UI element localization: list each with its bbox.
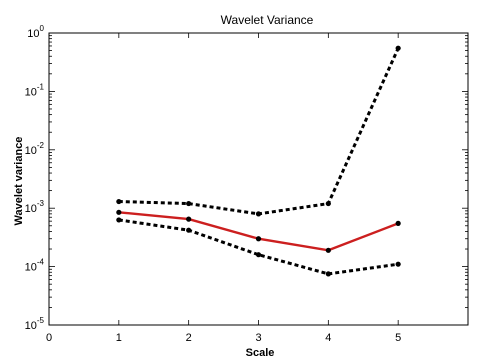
y-tick-base: 10 (25, 203, 37, 215)
lower-bound-point (186, 227, 192, 233)
upper-bound-point (325, 200, 331, 207)
lower-bound-point (255, 252, 262, 258)
lower-bound-point (325, 271, 331, 277)
x-tick-label: 0 (46, 332, 52, 344)
x-tick-label: 1 (116, 332, 122, 344)
estimate-point (395, 220, 401, 226)
x-tick-label: 5 (395, 332, 401, 344)
upper-bound-point (395, 45, 401, 51)
upper-bound-point (186, 200, 192, 207)
axis-ticks (48, 33, 468, 326)
y-tick-base: 10 (25, 145, 37, 157)
estimate-point (186, 216, 192, 222)
upper-bound-point (116, 198, 122, 205)
x-tick-label: 3 (255, 332, 261, 344)
x-axis-label: Scale (246, 347, 275, 359)
lower-bound-line (118, 218, 399, 276)
x-tick-label: 4 (325, 332, 331, 344)
estimate-point (116, 209, 122, 215)
y-tick-exponent: -5 (37, 316, 45, 325)
series-group (116, 45, 401, 277)
y-tick-exponent: 0 (40, 24, 45, 33)
y-tick-base: 10 (25, 262, 37, 274)
x-tick-labels: 0 1 2 3 4 5 (46, 332, 401, 344)
y-tick-exponent: -2 (37, 141, 45, 150)
plot-frame (48, 32, 469, 326)
y-tick-label: 10-2 (25, 141, 45, 157)
y-tick-label: 100 (27, 24, 44, 40)
y-tick-label: 10-4 (25, 258, 45, 274)
y-tick-exponent: -3 (37, 199, 45, 208)
estimate-line (118, 211, 399, 252)
lower-bound-point (395, 261, 401, 267)
y-axis-label: Wavelet variance (13, 137, 25, 226)
y-tick-exponent: -1 (37, 82, 45, 91)
y-tick-label: 10-1 (25, 82, 45, 98)
estimate-point (255, 236, 262, 242)
lower-bound-point (116, 217, 122, 223)
upper-bound-point (255, 211, 262, 217)
upper-bound-line (118, 47, 400, 216)
y-tick-base: 10 (25, 320, 37, 332)
y-tick-label: 10-3 (25, 199, 45, 215)
y-tick-label: 10-5 (25, 316, 45, 332)
x-tick-label: 2 (186, 332, 192, 344)
estimate-point (325, 247, 331, 253)
chart-title: Wavelet Variance (221, 13, 314, 27)
y-tick-exponent: -4 (37, 258, 45, 267)
y-tick-base: 10 (27, 28, 39, 40)
y-tick-base: 10 (25, 86, 37, 98)
